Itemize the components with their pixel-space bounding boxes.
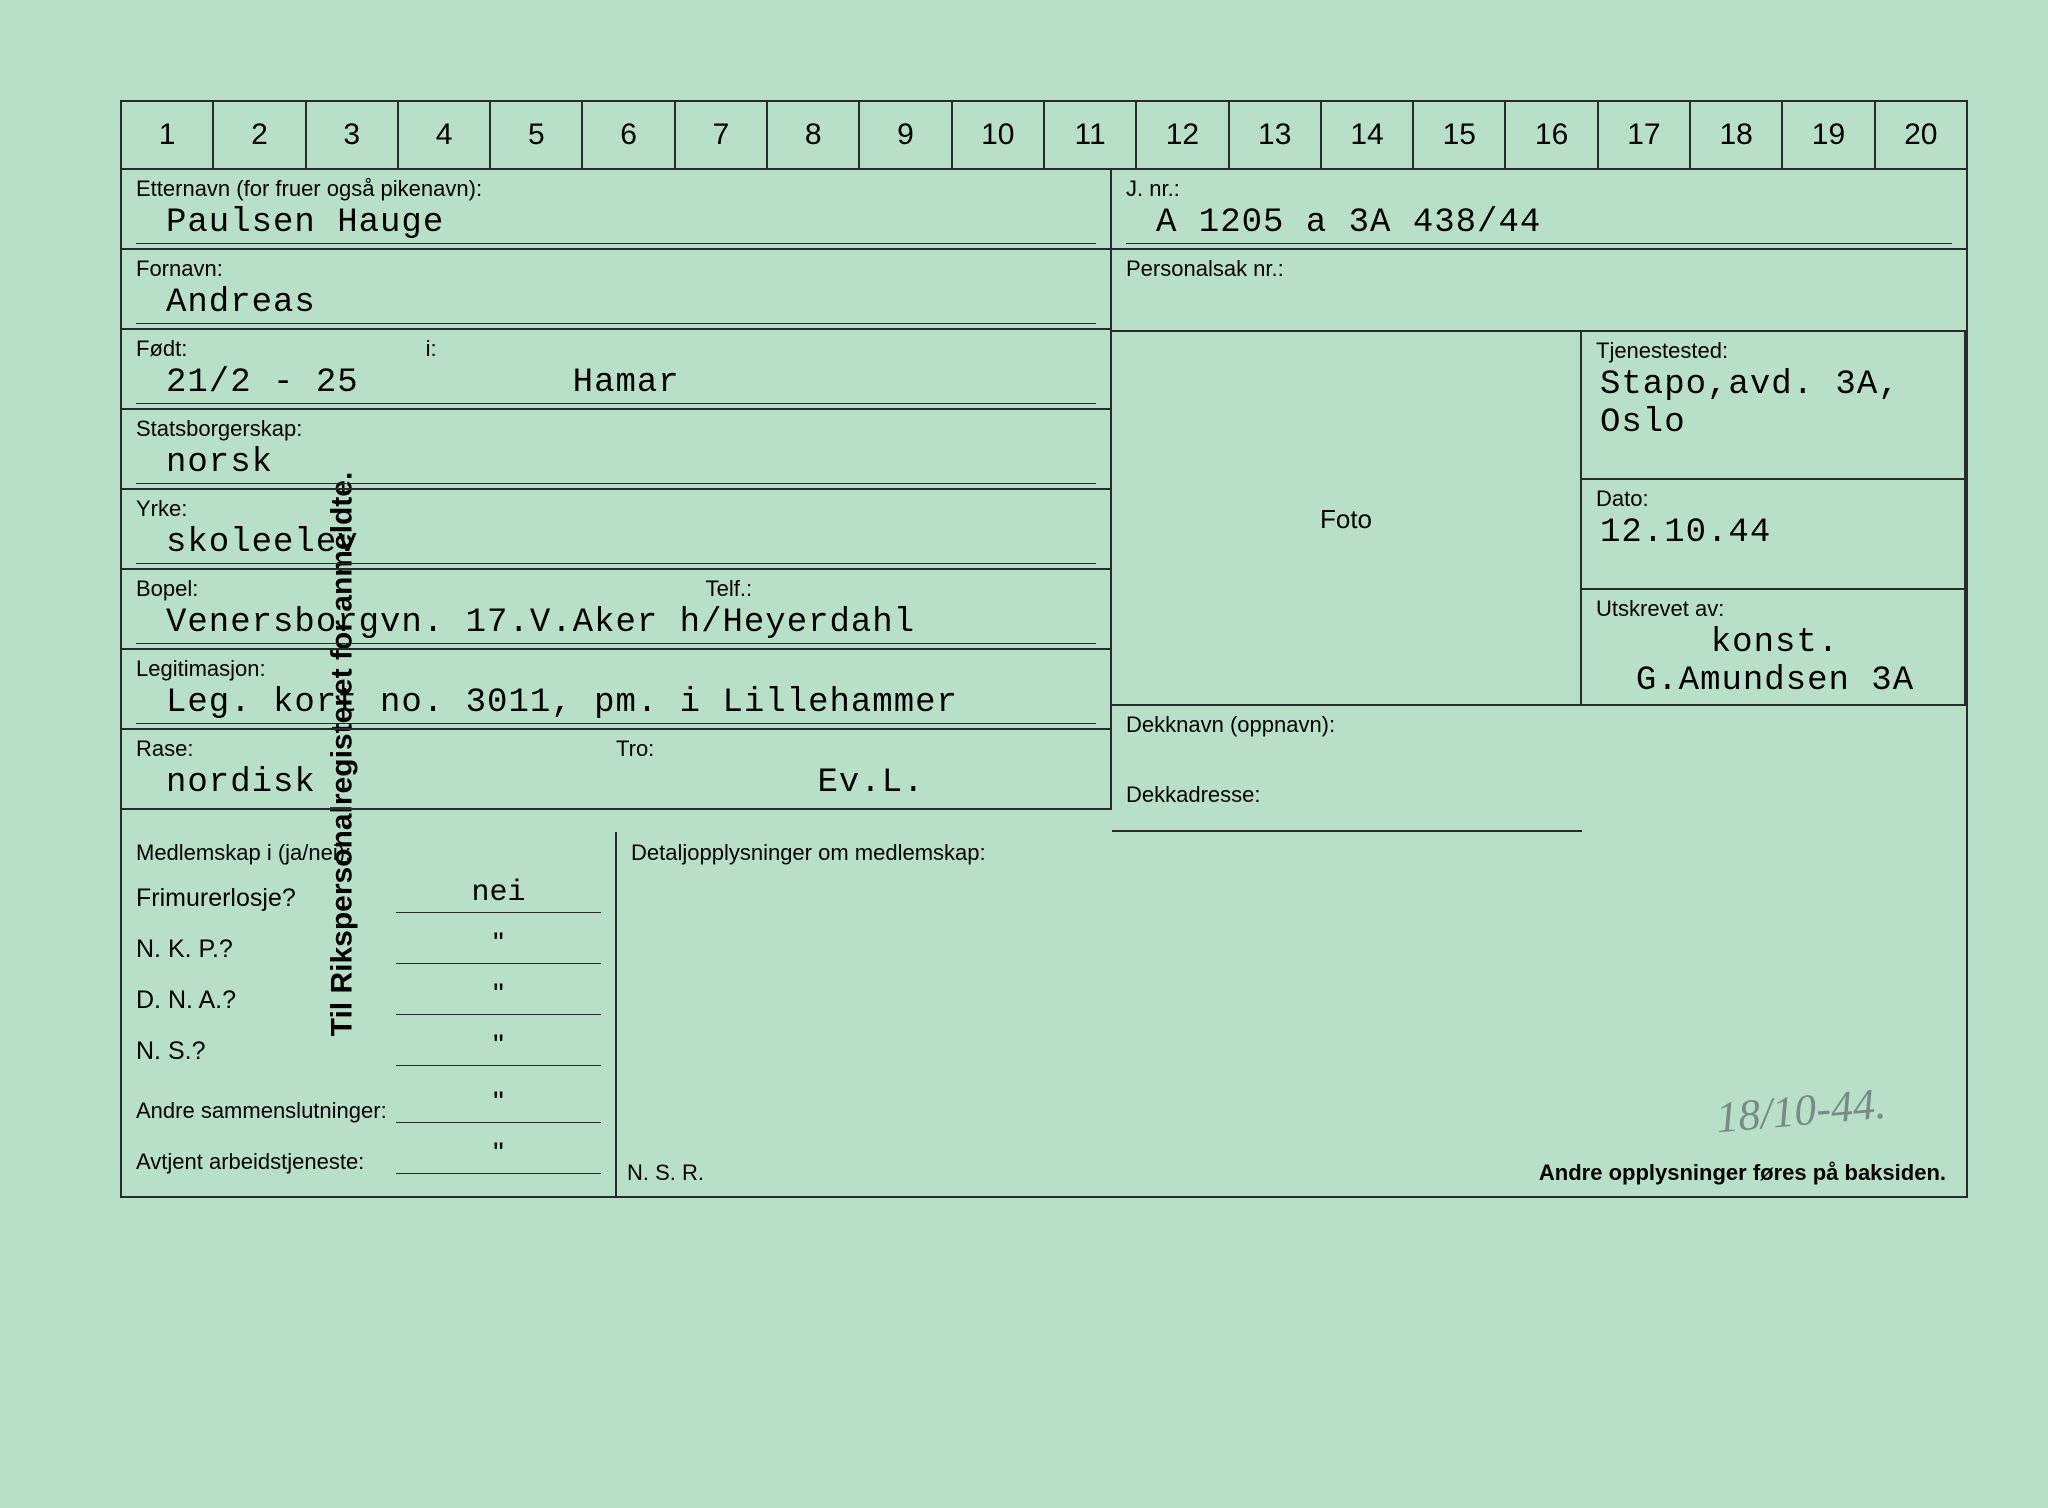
- label-dekknavn: Dekknavn (oppnavn):: [1126, 712, 1568, 738]
- mem-label: Andre sammenslutninger:: [136, 1099, 396, 1123]
- label-statsborgerskap: Statsborgerskap:: [136, 416, 1096, 442]
- value-tjenestested: Stapo,avd. 3A, Oslo: [1596, 366, 1950, 442]
- ruler-cell: 15: [1414, 102, 1506, 168]
- label-yrke: Yrke:: [136, 496, 1096, 522]
- ruler-cell: 2: [214, 102, 306, 168]
- ruler-cell: 1: [122, 102, 214, 168]
- label-fodt: Født:: [136, 336, 416, 362]
- membership-row: N. S.? ": [136, 1029, 601, 1066]
- field-dekknavn: Dekknavn (oppnavn):: [1112, 706, 1582, 776]
- value-yrke: skoleelev: [136, 524, 1096, 564]
- registration-card: Til Rikspersonalregisteret for anmeldte.…: [20, 20, 2028, 1488]
- ruler-cell: 5: [491, 102, 583, 168]
- value-etternavn: Paulsen Hauge: [136, 204, 1096, 244]
- value-tro: Ev.L.: [616, 764, 1096, 804]
- ruler-cell: 6: [583, 102, 675, 168]
- membership-row: Frimurerlosje? nei: [136, 876, 601, 913]
- label-etternavn: Etternavn (for fruer også pikenavn):: [136, 176, 1096, 202]
- foto-box: Foto: [1112, 330, 1582, 706]
- label-rase: Rase:: [136, 736, 616, 762]
- membership-right: Detaljopplysninger om medlemskap: 18/10-…: [617, 832, 1966, 1196]
- field-personalsak: Personalsak nr.:: [1112, 250, 1966, 330]
- field-fornavn: Fornavn: Andreas: [122, 250, 1112, 330]
- mem-value: ": [396, 978, 601, 1015]
- value-fodt: 21/2 - 25 Hamar: [136, 364, 1096, 404]
- label-bopel: Bopel:: [136, 576, 696, 602]
- label-tro: Tro:: [616, 736, 1096, 762]
- ruler-cell: 4: [399, 102, 491, 168]
- field-yrke: Yrke: skoleelev: [122, 490, 1112, 570]
- ruler-cell: 19: [1783, 102, 1875, 168]
- mem-value: ": [396, 1029, 601, 1066]
- label-legitimasjon: Legitimasjon:: [136, 656, 1096, 682]
- value-legitimasjon: Leg. kort no. 3011, pm. i Lillehammer: [136, 684, 1096, 724]
- field-fodt: Født: i: 21/2 - 25 Hamar: [122, 330, 1112, 410]
- membership-row: Andre sammenslutninger: ": [136, 1086, 601, 1123]
- ruler-cell: 14: [1322, 102, 1414, 168]
- field-legitimasjon: Legitimasjon: Leg. kort no. 3011, pm. i …: [122, 650, 1112, 730]
- ruler-cell: 20: [1876, 102, 1966, 168]
- handwritten-date: 18/10-44.: [1714, 1078, 1888, 1144]
- field-dekkadresse: Dekkadresse:: [1112, 776, 1582, 832]
- value-fornavn: Andreas: [136, 284, 1096, 324]
- mem-value: ": [396, 1086, 601, 1123]
- label-telf: Telf.:: [706, 576, 752, 601]
- field-utskrevet: Utskrevet av: konst. G.Amundsen 3A: [1582, 590, 1966, 706]
- value-statsborgerskap: norsk: [136, 444, 1096, 484]
- mem-label: Avtjent arbeidstjeneste:: [136, 1150, 396, 1174]
- ruler-cell: 16: [1506, 102, 1598, 168]
- membership-section: Medlemskap i (ja/nei): Frimurerlosje? ne…: [122, 832, 1966, 1196]
- field-tjenestested: Tjenestested: Stapo,avd. 3A, Oslo: [1582, 330, 1966, 480]
- membership-row: D. N. A.? ": [136, 978, 601, 1015]
- mem-value: nei: [396, 876, 601, 913]
- field-jnr: J. nr.: A 1205 a 3A 438/44: [1112, 170, 1966, 250]
- mem-label: N. S.?: [136, 1037, 396, 1066]
- field-bopel: Bopel: Telf.: Venersborgvn. 17.V.Aker h/…: [122, 570, 1112, 650]
- ruler-cell: 3: [307, 102, 399, 168]
- membership-left: Medlemskap i (ja/nei): Frimurerlosje? ne…: [122, 832, 617, 1196]
- value-dato: 12.10.44: [1596, 514, 1950, 554]
- label-dato: Dato:: [1596, 486, 1950, 512]
- ruler-cell: 12: [1137, 102, 1229, 168]
- baksiden-note: Andre opplysninger føres på baksiden.: [1539, 1160, 1946, 1186]
- ruler-cell: 13: [1230, 102, 1322, 168]
- ruler-cell: 18: [1691, 102, 1783, 168]
- label-dekkadresse: Dekkadresse:: [1126, 782, 1568, 808]
- membership-row: Avtjent arbeidstjeneste: ": [136, 1137, 601, 1174]
- mem-value: ": [396, 927, 601, 964]
- label-fodt-i: i:: [426, 336, 437, 361]
- value-rase: nordisk: [136, 764, 616, 804]
- value-jnr: A 1205 a 3A 438/44: [1126, 204, 1952, 244]
- label-detalj: Detaljopplysninger om medlemskap:: [631, 840, 1952, 866]
- ruler-cell: 7: [676, 102, 768, 168]
- membership-row: N. K. P.? ": [136, 927, 601, 964]
- field-statsborgerskap: Statsborgerskap: norsk: [122, 410, 1112, 490]
- label-fornavn: Fornavn:: [136, 256, 1096, 282]
- field-rase-tro: Rase: nordisk Tro: Ev.L.: [122, 730, 1112, 810]
- label-jnr: J. nr.:: [1126, 176, 1952, 202]
- value-utskrevet: konst. G.Amundsen 3A: [1596, 624, 1950, 700]
- ruler-cell: 17: [1599, 102, 1691, 168]
- value-personalsak: [1126, 284, 1952, 324]
- value-bopel: Venersborgvn. 17.V.Aker h/Heyerdahl: [136, 604, 1096, 644]
- ruler-cell: 9: [860, 102, 952, 168]
- label-utskrevet: Utskrevet av:: [1596, 596, 1950, 622]
- field-etternavn: Etternavn (for fruer også pikenavn): Pau…: [122, 170, 1112, 250]
- label-tjenestested: Tjenestested:: [1596, 338, 1950, 364]
- foto-label: Foto: [1320, 504, 1372, 535]
- label-medlemskap: Medlemskap i (ja/nei):: [136, 840, 601, 866]
- ruler-cell: 10: [953, 102, 1045, 168]
- ruler-cell: 8: [768, 102, 860, 168]
- field-dato: Dato: 12.10.44: [1582, 480, 1966, 590]
- form-body: Etternavn (for fruer også pikenavn): Pau…: [120, 170, 1968, 1198]
- label-personalsak: Personalsak nr.:: [1126, 256, 1952, 282]
- nsr-label: N. S. R.: [627, 1160, 704, 1186]
- mem-value: ": [396, 1137, 601, 1174]
- ruler-row: 1 2 3 4 5 6 7 8 9 10 11 12 13 14 15 16 1…: [120, 100, 1968, 170]
- ruler-cell: 11: [1045, 102, 1137, 168]
